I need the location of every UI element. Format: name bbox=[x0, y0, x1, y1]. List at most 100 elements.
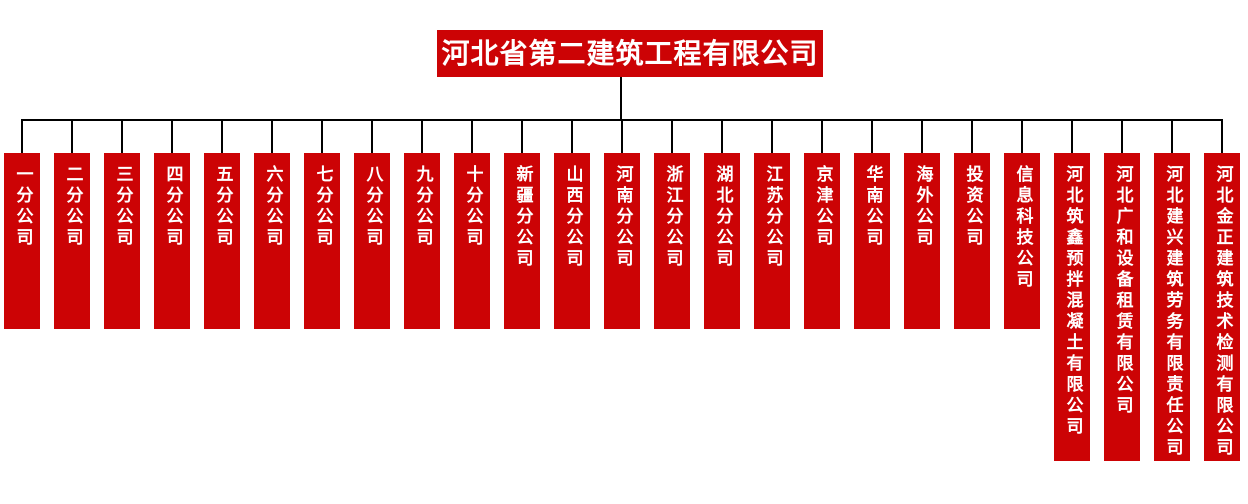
connector-stub bbox=[121, 119, 123, 153]
child-company-label: 四分公司 bbox=[162, 165, 183, 249]
connector-stub bbox=[1121, 119, 1123, 153]
child-company-box: 三分公司 bbox=[104, 153, 140, 329]
connector-stub bbox=[371, 119, 373, 153]
child-company-label: 浙江分公司 bbox=[662, 165, 683, 270]
child-company-box: 浙江分公司 bbox=[654, 153, 690, 329]
org-column: 浙江分公司 bbox=[654, 119, 690, 329]
child-company-box: 京津公司 bbox=[804, 153, 840, 329]
child-company-label: 江苏分公司 bbox=[762, 165, 783, 270]
child-company-label: 九分公司 bbox=[412, 165, 433, 249]
connector-stub bbox=[171, 119, 173, 153]
child-company-box: 华南公司 bbox=[854, 153, 890, 329]
org-column: 河北广和设备租赁有限公司 bbox=[1104, 119, 1140, 461]
connector-stub bbox=[321, 119, 323, 153]
child-company-label: 七分公司 bbox=[312, 165, 333, 249]
child-company-label: 新疆分公司 bbox=[512, 165, 533, 270]
org-column: 河北建兴建筑劳务有限责任公司 bbox=[1154, 119, 1190, 461]
child-company-label: 五分公司 bbox=[212, 165, 233, 249]
connector-stub bbox=[1221, 119, 1223, 153]
child-company-box: 投资公司 bbox=[954, 153, 990, 329]
connector-stub bbox=[821, 119, 823, 153]
child-company-box: 山西分公司 bbox=[554, 153, 590, 329]
child-company-label: 投资公司 bbox=[962, 165, 983, 249]
connector-stub bbox=[771, 119, 773, 153]
child-company-box: 八分公司 bbox=[354, 153, 390, 329]
org-column: 海外公司 bbox=[904, 119, 940, 329]
org-column: 一分公司 bbox=[4, 119, 40, 329]
connector-stub bbox=[921, 119, 923, 153]
child-company-label: 山西分公司 bbox=[562, 165, 583, 270]
connector-stub bbox=[71, 119, 73, 153]
org-column: 二分公司 bbox=[54, 119, 90, 329]
child-company-box: 新疆分公司 bbox=[504, 153, 540, 329]
child-company-box: 河南分公司 bbox=[604, 153, 640, 329]
child-company-label: 海外公司 bbox=[912, 165, 933, 249]
connector-stub bbox=[471, 119, 473, 153]
child-company-box: 二分公司 bbox=[54, 153, 90, 329]
org-column: 七分公司 bbox=[304, 119, 340, 329]
child-company-label: 一分公司 bbox=[12, 165, 33, 249]
child-company-columns: 一分公司 二分公司 三分公司 四分公司 五分公司 六分公司 七分公司 八分公司 九分公司 十分公司… bbox=[4, 119, 1240, 461]
connector-stub bbox=[21, 119, 23, 153]
child-company-box: 海外公司 bbox=[904, 153, 940, 329]
child-company-box: 七分公司 bbox=[304, 153, 340, 329]
root-company-box: 河北省第二建筑工程有限公司 bbox=[437, 30, 823, 77]
child-company-label: 河北金正建筑技术检测有限公司 bbox=[1212, 165, 1233, 459]
connector-stub bbox=[721, 119, 723, 153]
child-company-box: 六分公司 bbox=[254, 153, 290, 329]
child-company-box: 四分公司 bbox=[154, 153, 190, 329]
connector-stub bbox=[621, 119, 623, 153]
child-company-box: 信息科技公司 bbox=[1004, 153, 1040, 329]
child-company-label: 十分公司 bbox=[462, 165, 483, 249]
child-company-label: 华南公司 bbox=[862, 165, 883, 249]
connector-stub bbox=[271, 119, 273, 153]
child-company-box: 江苏分公司 bbox=[754, 153, 790, 329]
connector-stub bbox=[521, 119, 523, 153]
org-column: 河北金正建筑技术检测有限公司 bbox=[1204, 119, 1240, 461]
org-column: 江苏分公司 bbox=[754, 119, 790, 329]
org-column: 四分公司 bbox=[154, 119, 190, 329]
org-column: 九分公司 bbox=[404, 119, 440, 329]
child-company-label: 二分公司 bbox=[62, 165, 83, 249]
org-column: 六分公司 bbox=[254, 119, 290, 329]
child-company-box: 九分公司 bbox=[404, 153, 440, 329]
child-company-label: 三分公司 bbox=[112, 165, 133, 249]
connector-stub bbox=[671, 119, 673, 153]
connector-stub bbox=[1021, 119, 1023, 153]
org-column: 八分公司 bbox=[354, 119, 390, 329]
child-company-label: 河北筑鑫预拌混凝土有限公司 bbox=[1062, 165, 1083, 438]
org-column: 信息科技公司 bbox=[1004, 119, 1040, 329]
child-company-label: 信息科技公司 bbox=[1012, 165, 1033, 291]
org-column: 五分公司 bbox=[204, 119, 240, 329]
connector-stub bbox=[971, 119, 973, 153]
child-company-box: 五分公司 bbox=[204, 153, 240, 329]
connector-stub bbox=[571, 119, 573, 153]
connector-root-stub bbox=[620, 77, 622, 119]
child-company-box: 河北金正建筑技术检测有限公司 bbox=[1204, 153, 1240, 461]
child-company-box: 河北广和设备租赁有限公司 bbox=[1104, 153, 1140, 461]
org-column: 河南分公司 bbox=[604, 119, 640, 329]
child-company-box: 湖北分公司 bbox=[704, 153, 740, 329]
child-company-label: 河北建兴建筑劳务有限责任公司 bbox=[1162, 165, 1183, 459]
child-company-label: 八分公司 bbox=[362, 165, 383, 249]
child-company-label: 京津公司 bbox=[812, 165, 833, 249]
connector-stub bbox=[421, 119, 423, 153]
child-company-box: 一分公司 bbox=[4, 153, 40, 329]
org-column: 湖北分公司 bbox=[704, 119, 740, 329]
connector-stub bbox=[1071, 119, 1073, 153]
org-column: 三分公司 bbox=[104, 119, 140, 329]
child-company-label: 河北广和设备租赁有限公司 bbox=[1112, 165, 1133, 417]
org-column: 投资公司 bbox=[954, 119, 990, 329]
org-column: 山西分公司 bbox=[554, 119, 590, 329]
connector-stub bbox=[221, 119, 223, 153]
root-company-label: 河北省第二建筑工程有限公司 bbox=[441, 37, 819, 70]
org-column: 十分公司 bbox=[454, 119, 490, 329]
org-column: 新疆分公司 bbox=[504, 119, 540, 329]
child-company-box: 河北筑鑫预拌混凝土有限公司 bbox=[1054, 153, 1090, 461]
child-company-box: 十分公司 bbox=[454, 153, 490, 329]
connector-stub bbox=[871, 119, 873, 153]
org-column: 河北筑鑫预拌混凝土有限公司 bbox=[1054, 119, 1090, 461]
org-column: 华南公司 bbox=[854, 119, 890, 329]
org-column: 京津公司 bbox=[804, 119, 840, 329]
